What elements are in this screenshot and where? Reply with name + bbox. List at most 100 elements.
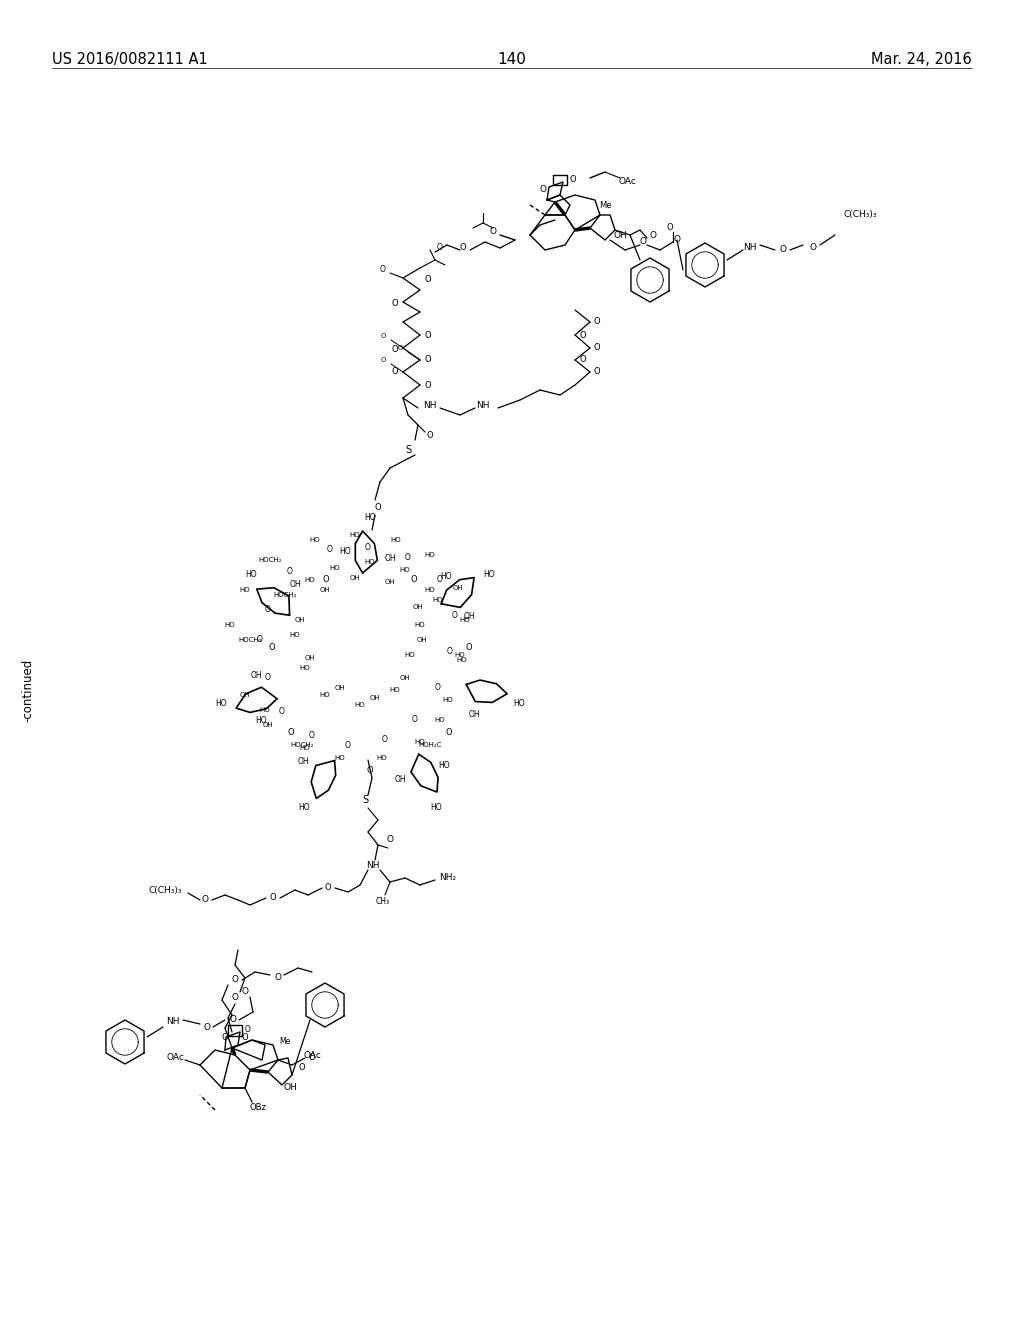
Text: O: O [674, 235, 681, 244]
Text: HO: HO [415, 622, 425, 628]
Text: HO: HO [335, 755, 345, 762]
Text: S: S [361, 795, 368, 805]
Text: HO: HO [365, 558, 376, 565]
Text: C(CH₃)₃: C(CH₃)₃ [148, 886, 181, 895]
Text: HO: HO [245, 570, 257, 579]
Text: O: O [274, 973, 282, 982]
Text: O: O [257, 635, 263, 644]
Text: O: O [323, 574, 330, 583]
Text: O: O [287, 568, 293, 577]
Text: O: O [309, 730, 315, 739]
Text: O: O [445, 729, 453, 738]
Text: OH: OH [295, 616, 305, 623]
Text: HO: HO [460, 616, 470, 623]
Text: O: O [386, 836, 393, 845]
Text: NH: NH [743, 243, 757, 252]
Text: HO: HO [305, 577, 315, 583]
Text: O: O [231, 994, 239, 1002]
Text: HO: HO [339, 548, 350, 557]
Text: O: O [221, 1034, 228, 1043]
Text: O: O [280, 708, 285, 717]
Text: O: O [412, 715, 418, 725]
Text: O: O [265, 673, 271, 682]
Text: O: O [427, 430, 433, 440]
Text: O: O [540, 186, 547, 194]
Text: HO: HO [309, 537, 321, 543]
Text: OH: OH [468, 710, 480, 719]
Text: HO: HO [438, 760, 450, 770]
Text: OH: OH [319, 587, 331, 593]
Text: -continued: -continued [22, 659, 35, 722]
Text: O: O [594, 367, 600, 376]
Text: S: S [404, 445, 411, 455]
Text: OH: OH [240, 692, 250, 698]
Text: O: O [425, 276, 431, 285]
Text: OH: OH [370, 696, 380, 701]
Text: OH: OH [290, 581, 301, 589]
Text: HO: HO [455, 652, 465, 657]
Text: HOCH₂: HOCH₂ [290, 742, 313, 748]
Text: NH: NH [367, 861, 380, 870]
Text: OH: OH [417, 638, 427, 643]
Text: O: O [366, 544, 371, 553]
Text: HO: HO [399, 568, 411, 573]
Text: OAc: OAc [166, 1053, 184, 1063]
Text: O: O [779, 246, 786, 255]
Text: NH: NH [166, 1018, 180, 1027]
Text: HO: HO [391, 537, 401, 543]
Text: O: O [242, 987, 249, 997]
Text: OH: OH [399, 675, 411, 681]
Text: O: O [325, 883, 332, 892]
Text: HO: HO [425, 587, 435, 593]
Text: O: O [437, 576, 443, 585]
Text: O: O [465, 643, 472, 652]
Text: HO: HO [425, 552, 435, 558]
Text: OH: OH [385, 579, 395, 585]
Text: O: O [308, 1053, 315, 1063]
Text: O: O [594, 318, 600, 326]
Text: O: O [489, 227, 497, 236]
Text: O: O [580, 330, 587, 339]
Text: HO: HO [483, 570, 495, 579]
Text: US 2016/0082111 A1: US 2016/0082111 A1 [52, 51, 208, 67]
Text: OH: OH [283, 1084, 297, 1093]
Text: HO: HO [255, 717, 266, 725]
Text: 140: 140 [498, 51, 526, 67]
Text: OH: OH [298, 758, 309, 767]
Text: HO: HO [240, 587, 250, 593]
Text: C(CH₃)₃: C(CH₃)₃ [843, 210, 877, 219]
Text: O: O [204, 1023, 211, 1031]
Text: HO: HO [434, 717, 445, 723]
Text: HO: HO [390, 686, 400, 693]
Text: HO: HO [415, 739, 425, 744]
Text: HO: HO [442, 697, 454, 704]
Text: NH₂: NH₂ [439, 874, 457, 883]
Text: O: O [265, 606, 271, 615]
Text: O: O [345, 741, 351, 750]
Text: O: O [435, 684, 441, 693]
Text: HOH₂C: HOH₂C [418, 742, 441, 748]
Text: HO: HO [354, 702, 366, 708]
Text: HO: HO [433, 597, 443, 603]
Text: OAc: OAc [618, 177, 636, 186]
Text: HOCH₂: HOCH₂ [273, 591, 297, 598]
Text: OH: OH [413, 605, 423, 610]
Text: O: O [288, 729, 294, 738]
Text: OAc: OAc [303, 1052, 321, 1060]
Text: OH: OH [263, 722, 273, 729]
Text: O: O [269, 894, 276, 903]
Text: HO: HO [290, 632, 300, 638]
Text: O: O [640, 238, 646, 247]
Text: O: O [327, 545, 333, 554]
Text: HOCH₂: HOCH₂ [239, 638, 262, 643]
Text: O: O [367, 767, 374, 775]
Text: O: O [245, 1026, 251, 1035]
Text: HO: HO [513, 700, 524, 709]
Text: O: O [425, 380, 431, 389]
Text: HOCH₂: HOCH₂ [258, 557, 282, 564]
Text: NH: NH [423, 400, 437, 409]
Text: O: O [397, 345, 402, 351]
Text: HO: HO [260, 708, 270, 713]
Text: O: O [569, 176, 577, 185]
Text: O: O [375, 503, 381, 512]
